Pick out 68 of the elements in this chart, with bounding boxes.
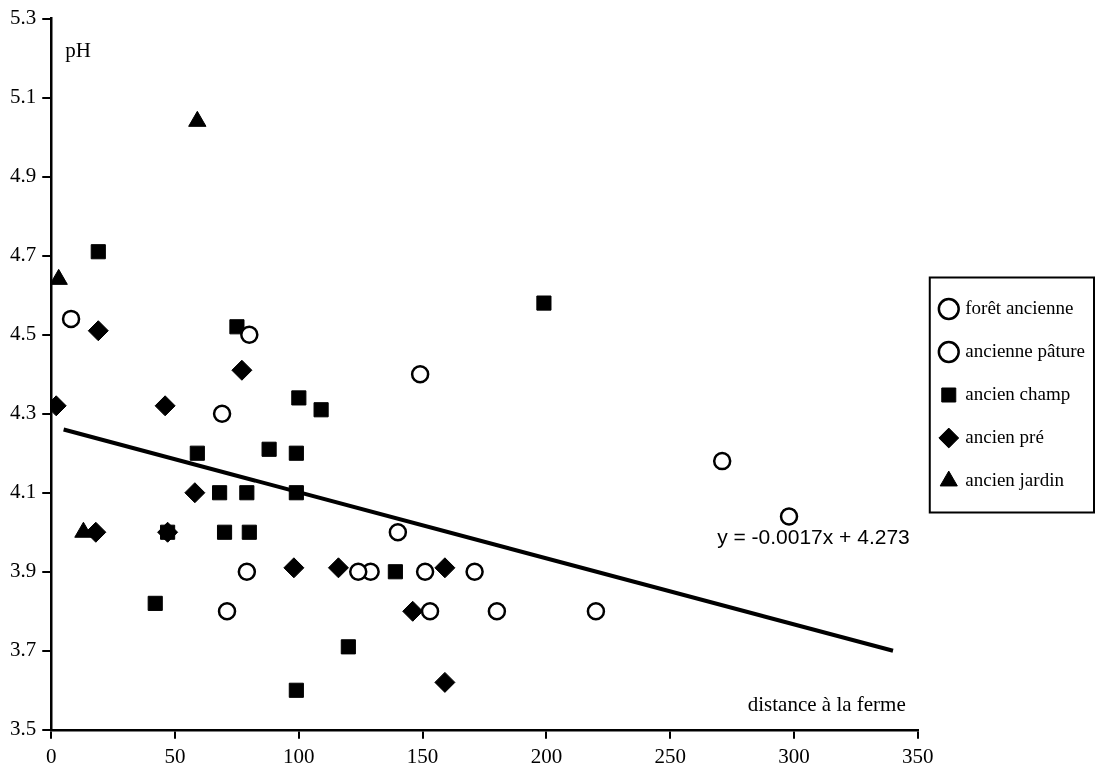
y-tick-label: 4.3 <box>10 400 37 425</box>
point <box>487 602 507 621</box>
x-tick-label: 50 <box>164 743 186 768</box>
point <box>147 595 163 611</box>
y-tick-label: 3.9 <box>10 558 37 583</box>
x-tick-label: 350 <box>902 743 934 768</box>
point <box>291 390 307 406</box>
point <box>288 445 304 461</box>
point <box>239 485 255 501</box>
point <box>434 557 456 579</box>
legend-label: ancien champ <box>965 382 1071 404</box>
legend-label: ancien jardin <box>965 468 1065 490</box>
legend-label: forêt ancienne <box>965 296 1074 318</box>
y-tick-label: 4.7 <box>10 242 37 267</box>
point <box>348 562 368 582</box>
point <box>434 671 456 693</box>
point <box>212 485 228 501</box>
point <box>288 485 304 501</box>
point <box>465 562 484 582</box>
point <box>402 600 424 622</box>
y-tick-label: 5.1 <box>10 84 37 109</box>
y-axis-title: pH <box>65 37 91 62</box>
point <box>212 404 232 423</box>
point <box>340 639 356 655</box>
point <box>712 451 732 471</box>
point <box>388 522 408 542</box>
point <box>90 244 106 260</box>
x-tick-label: 250 <box>654 743 686 768</box>
point <box>415 562 435 582</box>
legend-label: ancienne pâture <box>965 339 1085 361</box>
point <box>85 521 107 543</box>
point <box>229 319 245 335</box>
y-tick-label: 4.5 <box>10 321 37 346</box>
point <box>288 682 304 698</box>
x-tick-label: 200 <box>530 743 563 768</box>
point <box>241 524 257 540</box>
point <box>237 562 257 582</box>
y-tick-label: 3.7 <box>10 637 37 662</box>
y-tick-label: 5.3 <box>10 5 37 30</box>
point <box>779 507 799 526</box>
point <box>261 441 277 457</box>
point <box>420 602 440 621</box>
point <box>586 602 606 621</box>
point <box>184 482 206 504</box>
point <box>313 402 329 418</box>
x-tick-label: 100 <box>283 743 315 768</box>
y-tick-label: 3.5 <box>10 716 37 741</box>
point <box>216 524 233 540</box>
point <box>189 445 205 461</box>
x-tick-label: 300 <box>778 743 810 768</box>
point <box>231 359 253 381</box>
y-tick-label: 4.1 <box>10 479 37 504</box>
point <box>387 564 403 580</box>
point <box>217 602 237 621</box>
point <box>327 557 349 579</box>
point <box>61 309 81 329</box>
point <box>154 395 176 417</box>
point <box>87 320 109 342</box>
point <box>240 325 259 344</box>
y-tick-label: 4.9 <box>10 163 37 188</box>
point <box>283 557 305 579</box>
x-tick-label: 0 <box>46 743 57 768</box>
legend-label: ancien pré <box>965 425 1044 447</box>
x-axis-title: distance à la ferme <box>747 691 906 716</box>
point <box>536 295 552 311</box>
annotation: y = -0.0017x + 4.273 <box>717 524 910 548</box>
point <box>410 364 430 384</box>
x-tick-label: 150 <box>406 743 439 768</box>
